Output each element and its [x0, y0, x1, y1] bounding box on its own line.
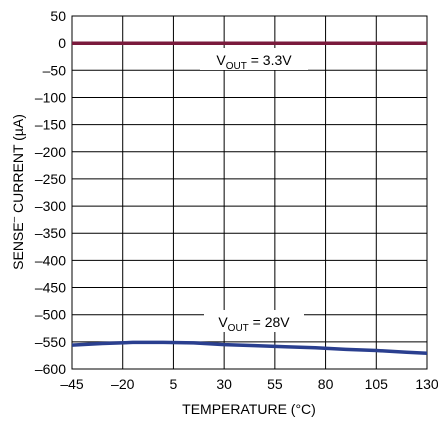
series-line-1: [71, 340, 428, 356]
x-tick-label: –45: [60, 376, 84, 392]
y-tick-label: 0: [58, 35, 66, 51]
annotation-main: V: [216, 52, 226, 68]
y-tick-label: –250: [35, 171, 66, 187]
x-tick-label: 30: [216, 376, 232, 392]
x-tick-label: 105: [365, 376, 389, 392]
y-tick-label: –450: [35, 280, 66, 296]
x-tick-label: 55: [267, 376, 283, 392]
annotation-sub: OUT: [226, 61, 247, 72]
series-annotation-0: VOUT = 3.3V: [216, 52, 292, 72]
tick-labels: –45 –20 5 30 55 80 105 130 50 0 –50 –100 –150 –200 –25…: [35, 8, 438, 392]
x-tick-label: –20: [111, 376, 135, 392]
y-tick-label: 50: [50, 8, 66, 24]
annotation-rest: = 28V: [249, 314, 291, 330]
y-axis-title-sup: –: [9, 216, 20, 222]
y-axis-title: SENSE– CURRENT (µA): [9, 114, 26, 270]
y-tick-label: –400: [35, 252, 66, 268]
annotation-sub: OUT: [228, 323, 249, 334]
x-tick-label: 5: [170, 376, 178, 392]
y-tick-label: –500: [35, 307, 66, 323]
y-tick-label: –150: [35, 117, 66, 133]
series-annotation-1: VOUT = 28V: [218, 314, 290, 334]
y-tick-label: –350: [35, 225, 66, 241]
annotation-rest: = 3.3V: [247, 52, 292, 68]
y-tick-label: –550: [35, 334, 66, 350]
x-axis-title: TEMPERATURE (°C): [182, 401, 316, 417]
y-tick-label: –300: [35, 198, 66, 214]
annotation-main: V: [218, 314, 228, 330]
y-tick-label: –200: [35, 144, 66, 160]
y-axis-title-rest: CURRENT (µA): [10, 114, 26, 217]
annotation-background: [200, 48, 308, 70]
y-tick-label: –100: [35, 89, 66, 105]
series-layer: [71, 41, 428, 356]
annotation-background: [204, 310, 304, 332]
y-axis-title-main: SENSE: [10, 222, 26, 269]
plot-frame: [71, 15, 428, 370]
grid: [71, 15, 428, 370]
x-tick-label: 130: [415, 376, 438, 392]
x-tick-label: 80: [318, 376, 334, 392]
y-tick-label: –600: [35, 361, 66, 377]
y-tick-label: –50: [43, 62, 67, 78]
